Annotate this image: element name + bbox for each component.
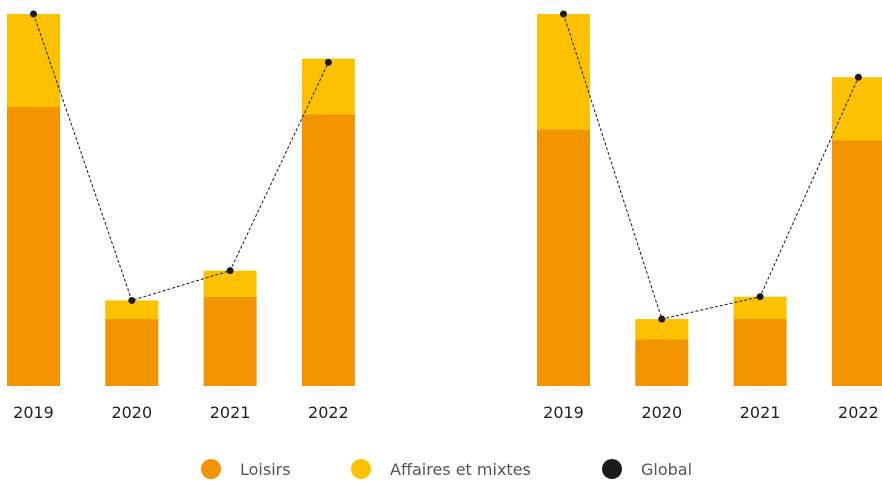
legend-label: Global [641,460,692,479]
legend-global-icon [602,459,622,479]
bar-loisirs-2021 [203,296,257,386]
bar-affaires-2021 [733,296,787,320]
bar-loisirs-2021 [733,319,787,386]
bar-loisirs-2019 [7,107,60,386]
global-point-2021 [226,267,234,275]
global-point-2021 [756,293,764,301]
bar-loisirs-2019 [537,129,590,386]
x-tick-label: 2019 [543,403,584,422]
legend-loisirs-icon [201,459,221,479]
x-tick-label: 2021 [210,403,251,422]
bar-affaires-2022 [831,77,882,141]
chart-1: 2019 2020 2021 2022 [7,10,355,422]
global-point-2019 [30,10,37,18]
bar-affaires-2022 [301,58,355,115]
chart-2: 2019 2020 2021 2022 [537,10,882,422]
bar-loisirs-2020 [635,339,689,386]
bar-affaires-2021 [203,270,257,297]
x-tick-label: 2022 [308,403,349,422]
global-point-2022 [324,58,332,66]
bar-loisirs-2022 [831,140,882,386]
x-tick-label: 2021 [740,403,781,422]
bar-affaires-2019 [537,14,590,130]
legend-label: Loisirs [240,460,291,479]
global-point-2019 [560,10,567,18]
legend: Loisirs Affaires et mixtes Global [201,459,692,479]
global-point-2022 [854,73,862,81]
global-point-2020 [128,296,136,304]
bar-affaires-2019 [7,14,60,107]
x-tick-label: 2020 [111,403,152,422]
legend-label: Affaires et mixtes [390,460,531,479]
bar-affaires-2020 [105,300,159,320]
bar-affaires-2020 [635,319,689,340]
global-line [33,13,329,302]
charts-layer: 2019 2020 2021 2022 2019 2020 2021 2022 [7,10,882,422]
x-tick-label: 2019 [13,403,54,422]
bar-loisirs-2022 [301,114,355,386]
global-point-2020 [658,315,666,323]
x-tick-label: 2022 [838,403,879,422]
bar-loisirs-2020 [105,319,159,386]
legend-affaires-icon [351,459,371,479]
x-tick-label: 2020 [641,403,682,422]
global-line [563,13,859,320]
